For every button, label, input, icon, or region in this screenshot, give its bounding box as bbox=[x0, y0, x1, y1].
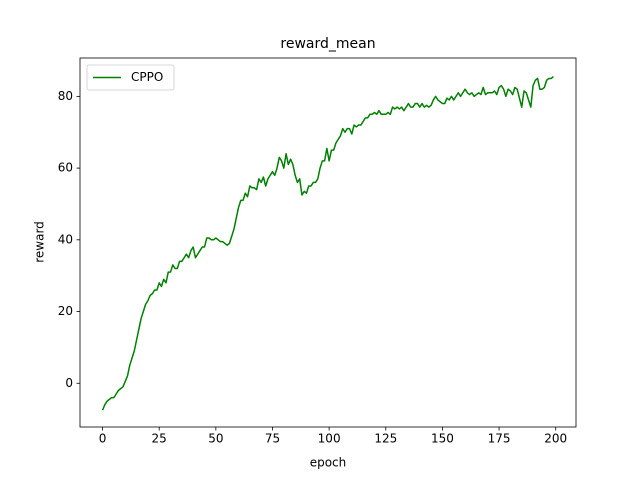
y-axis-label: reward bbox=[33, 221, 47, 263]
legend-box bbox=[86, 64, 175, 91]
axes-frame bbox=[79, 57, 577, 428]
x-tick-label: 100 bbox=[318, 432, 341, 446]
x-tick-label: 150 bbox=[431, 432, 454, 446]
x-tick-label: 0 bbox=[99, 432, 107, 446]
chart-title: reward_mean bbox=[280, 36, 375, 52]
x-tick-label: 25 bbox=[152, 432, 167, 446]
x-tick-label: 200 bbox=[544, 432, 567, 446]
y-tick-label: 40 bbox=[58, 232, 73, 246]
x-tick-label: 125 bbox=[374, 432, 397, 446]
x-axis-label: epoch bbox=[310, 456, 347, 470]
x-tick-label: 175 bbox=[488, 432, 511, 446]
series-line bbox=[101, 76, 554, 411]
x-tick-label: 75 bbox=[265, 432, 280, 446]
legend-label: CPPO bbox=[131, 70, 163, 84]
y-tick-label: 60 bbox=[58, 161, 73, 175]
y-tick-label: 80 bbox=[58, 89, 73, 103]
y-tick-label: 20 bbox=[58, 304, 73, 318]
y-tick-label: 0 bbox=[65, 376, 73, 390]
x-tick-label: 50 bbox=[208, 432, 223, 446]
